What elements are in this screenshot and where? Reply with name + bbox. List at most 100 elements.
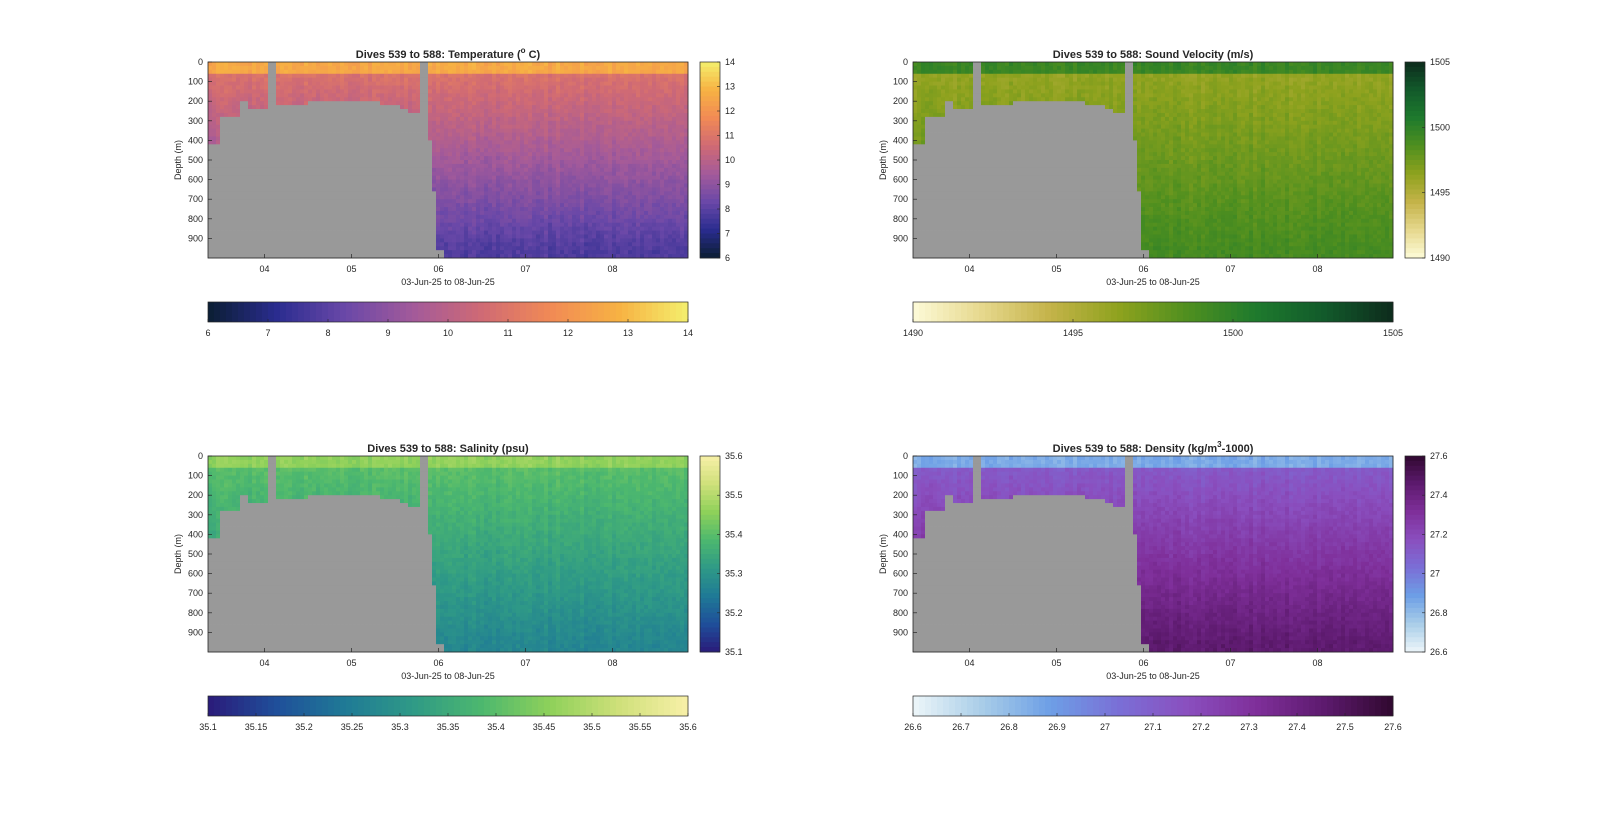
- data-cell: [292, 238, 296, 242]
- data-cell: [472, 219, 476, 223]
- data-cell: [540, 140, 544, 144]
- data-cell: [324, 82, 328, 86]
- data-cell: [476, 121, 480, 125]
- data-cell: [468, 97, 472, 101]
- data-cell: [520, 86, 524, 90]
- data-cell: [256, 203, 260, 207]
- data-cell: [368, 184, 372, 188]
- data-cell: [372, 184, 376, 188]
- data-cell: [236, 144, 240, 148]
- data-cell: [352, 97, 356, 101]
- data-cell: [368, 231, 372, 235]
- data-cell: [316, 211, 320, 215]
- data-cell: [432, 199, 436, 203]
- data-cell: [332, 62, 336, 66]
- data-cell: [452, 86, 456, 90]
- data-cell: [300, 113, 304, 117]
- data-cell: [280, 70, 284, 74]
- data-cell: [420, 74, 424, 78]
- data-cell: [392, 125, 396, 129]
- data-cell: [484, 187, 488, 191]
- data-cell: [588, 215, 592, 219]
- data-cell: [508, 121, 512, 125]
- data-cell: [208, 140, 212, 144]
- data-cell: [268, 156, 272, 160]
- data-cell: [512, 125, 516, 129]
- data-cell: [312, 62, 316, 66]
- data-cell: [436, 211, 440, 215]
- data-cell: [212, 207, 216, 211]
- data-cell: [376, 242, 380, 246]
- data-cell: [248, 234, 252, 238]
- data-cell: [440, 195, 444, 199]
- data-cell: [400, 164, 404, 168]
- data-cell: [484, 121, 488, 125]
- data-cell: [576, 184, 580, 188]
- data-cell: [364, 203, 368, 207]
- data-cell: [604, 238, 608, 242]
- data-cell: [524, 172, 528, 176]
- data-cell: [500, 152, 504, 156]
- data-cell: [424, 238, 428, 242]
- data-cell: [432, 191, 436, 195]
- data-cell: [276, 129, 280, 133]
- data-cell: [308, 195, 312, 199]
- data-cell: [484, 117, 488, 121]
- data-cell: [484, 140, 488, 144]
- data-cell: [548, 207, 552, 211]
- data-cell: [296, 187, 300, 191]
- data-cell: [308, 152, 312, 156]
- data-cell: [260, 227, 264, 231]
- data-cell: [604, 74, 608, 78]
- data-cell: [224, 168, 228, 172]
- data-cell: [244, 129, 248, 133]
- data-cell: [560, 62, 564, 66]
- data-cell: [484, 211, 488, 215]
- data-cell: [276, 105, 280, 109]
- data-cell: [232, 105, 236, 109]
- data-cell: [440, 78, 444, 82]
- data-cell: [600, 66, 604, 70]
- data-cell: [572, 234, 576, 238]
- data-cell: [272, 168, 276, 172]
- data-cell: [208, 121, 212, 125]
- data-cell: [552, 109, 556, 113]
- data-cell: [468, 199, 472, 203]
- data-cell: [336, 172, 340, 176]
- data-cell: [376, 113, 380, 117]
- data-cell: [248, 136, 252, 140]
- data-cell: [364, 234, 368, 238]
- data-cell: [500, 66, 504, 70]
- data-cell: [572, 89, 576, 93]
- data-cell: [228, 97, 232, 101]
- data-cell: [448, 109, 452, 113]
- data-cell: [488, 89, 492, 93]
- data-cell: [424, 70, 428, 74]
- data-cell: [312, 187, 316, 191]
- data-cell: [296, 125, 300, 129]
- data-cell: [472, 129, 476, 133]
- data-cell: [400, 136, 404, 140]
- data-cell: [340, 101, 344, 105]
- data-cell: [544, 184, 548, 188]
- data-cell: [392, 136, 396, 140]
- data-cell: [492, 66, 496, 70]
- data-cell: [228, 156, 232, 160]
- data-cell: [276, 125, 280, 129]
- data-cell: [376, 219, 380, 223]
- data-cell: [508, 203, 512, 207]
- data-cell: [480, 180, 484, 184]
- data-cell: [268, 199, 272, 203]
- data-cell: [348, 238, 352, 242]
- data-cell: [408, 168, 412, 172]
- data-cell: [300, 160, 304, 164]
- data-cell: [220, 93, 224, 97]
- data-cell: [256, 121, 260, 125]
- data-cell: [224, 93, 228, 97]
- data-cell: [444, 133, 448, 137]
- data-cell: [352, 66, 356, 70]
- data-cell: [328, 168, 332, 172]
- data-cell: [496, 140, 500, 144]
- data-cell: [472, 199, 476, 203]
- data-cell: [492, 109, 496, 113]
